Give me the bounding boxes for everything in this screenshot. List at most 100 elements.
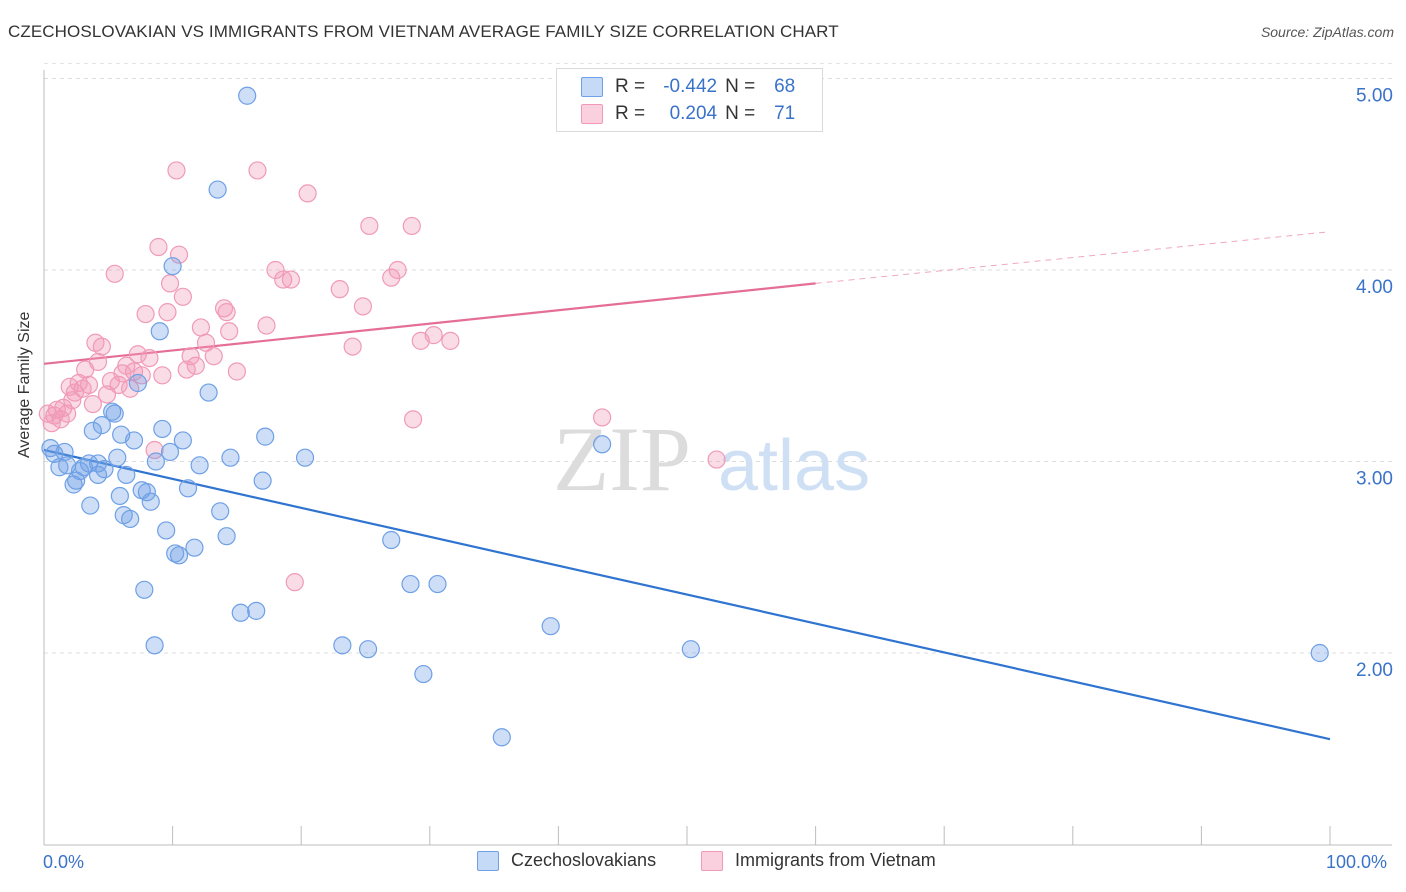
point-czechoslovakians <box>163 257 182 276</box>
point-vietnam <box>109 375 128 394</box>
legend-swatch-pink <box>701 850 723 871</box>
point-czechoslovakians <box>55 442 74 462</box>
point-czechoslovakians <box>541 617 560 636</box>
point-vietnam <box>140 348 159 368</box>
point-czechoslovakians <box>145 636 164 655</box>
y-tick-label: 3.00 <box>1356 469 1393 490</box>
point-czechoslovakians <box>1310 643 1329 663</box>
legend-label: Czechoslovakians <box>511 850 657 870</box>
point-czechoslovakians <box>211 502 230 521</box>
legend-swatch-blue <box>477 850 499 871</box>
point-vietnam <box>388 260 407 280</box>
point-czechoslovakians <box>231 603 250 622</box>
point-vietnam <box>149 237 168 257</box>
point-vietnam <box>217 303 236 322</box>
legend-swatch-pink <box>581 104 603 124</box>
legend-label: Immigrants from Vietnam <box>735 850 936 870</box>
point-vietnam <box>257 316 276 335</box>
legend-item-czechoslovakians: Czechoslovakians <box>477 850 656 871</box>
point-vietnam <box>196 333 216 352</box>
point-vietnam <box>167 161 186 180</box>
point-czechoslovakians <box>141 492 160 511</box>
point-czechoslovakians <box>117 465 136 485</box>
point-vietnam <box>136 304 155 324</box>
x-tick-label-max: 100.0% <box>1326 852 1388 872</box>
point-czechoslovakians <box>199 383 218 402</box>
point-vietnam <box>274 270 293 289</box>
point-vietnam <box>191 318 210 337</box>
point-vietnam <box>403 410 423 429</box>
point-czechoslovakians <box>157 521 176 540</box>
point-czechoslovakians <box>190 456 209 475</box>
y-axis-label: Average Family Size <box>16 311 33 458</box>
point-vietnam <box>402 216 421 236</box>
source-label: Source: ZipAtlas.com <box>1260 24 1394 40</box>
point-czechoslovakians <box>221 448 240 467</box>
point-vietnam <box>153 366 172 385</box>
y-tick-label: 2.00 <box>1356 660 1393 681</box>
point-vietnam <box>177 360 196 379</box>
point-czechoslovakians <box>208 180 227 199</box>
point-vietnam <box>593 408 612 427</box>
point-vietnam <box>343 337 362 356</box>
point-vietnam <box>353 297 373 316</box>
point-vietnam <box>285 573 304 592</box>
point-vietnam <box>169 245 189 264</box>
point-czechoslovakians <box>150 322 169 341</box>
point-vietnam <box>47 400 66 419</box>
r-label: R = <box>615 103 646 124</box>
point-czechoslovakians <box>146 452 165 471</box>
point-vietnam <box>186 356 205 375</box>
point-czechoslovakians <box>92 416 111 435</box>
point-czechoslovakians <box>135 580 154 599</box>
point-vietnam <box>707 450 726 469</box>
r-value: 0.204 <box>669 103 718 124</box>
point-czechoslovakians <box>185 538 204 557</box>
point-vietnam <box>441 331 460 350</box>
data-points <box>38 86 1329 747</box>
point-vietnam <box>79 375 99 394</box>
point-vietnam <box>181 347 200 366</box>
point-czechoslovakians <box>247 601 266 620</box>
point-czechoslovakians <box>128 373 147 393</box>
legend-swatch-blue <box>581 77 603 97</box>
point-czechoslovakians <box>173 431 192 450</box>
point-vietnam <box>266 260 285 280</box>
legend-item-vietnam: Immigrants from Vietnam <box>701 850 936 871</box>
point-vietnam <box>160 274 180 293</box>
point-czechoslovakians <box>414 664 433 684</box>
point-vietnam <box>83 394 102 414</box>
point-vietnam <box>88 352 108 372</box>
correlation-legend: R = -0.442 N = 68 R = 0.204 N = 71 <box>556 68 823 132</box>
point-czechoslovakians <box>110 486 129 506</box>
trend-line-extension <box>815 231 1331 284</box>
point-vietnam <box>204 347 223 366</box>
x-tick-label-min: 0.0% <box>43 852 85 872</box>
point-czechoslovakians <box>103 402 122 421</box>
point-czechoslovakians <box>108 448 127 467</box>
point-czechoslovakians <box>593 435 612 454</box>
point-czechoslovakians <box>153 419 172 439</box>
point-czechoslovakians <box>333 636 352 655</box>
point-czechoslovakians <box>492 728 511 747</box>
point-vietnam <box>145 440 164 460</box>
point-czechoslovakians <box>253 471 272 490</box>
point-vietnam <box>227 362 246 381</box>
point-czechoslovakians <box>295 448 315 467</box>
point-czechoslovakians <box>83 421 102 440</box>
legend-row-vietnam: R = 0.204 N = 71 <box>581 102 795 126</box>
trend-lines <box>43 231 1331 741</box>
r-label: R = <box>615 76 646 97</box>
point-czechoslovakians <box>238 86 257 105</box>
point-czechoslovakians <box>401 574 420 594</box>
point-vietnam <box>173 287 192 306</box>
chart-title: CZECHOSLOVAKIAN VS IMMIGRANTS FROM VIETN… <box>8 22 839 41</box>
point-czechoslovakians <box>681 640 700 659</box>
point-vietnam <box>158 303 177 322</box>
y-tick-label: 5.00 <box>1356 86 1393 107</box>
point-czechoslovakians <box>137 483 156 502</box>
n-label: N = <box>725 103 756 124</box>
point-vietnam <box>220 322 239 341</box>
point-czechoslovakians <box>67 471 86 490</box>
point-czechoslovakians <box>169 546 189 565</box>
